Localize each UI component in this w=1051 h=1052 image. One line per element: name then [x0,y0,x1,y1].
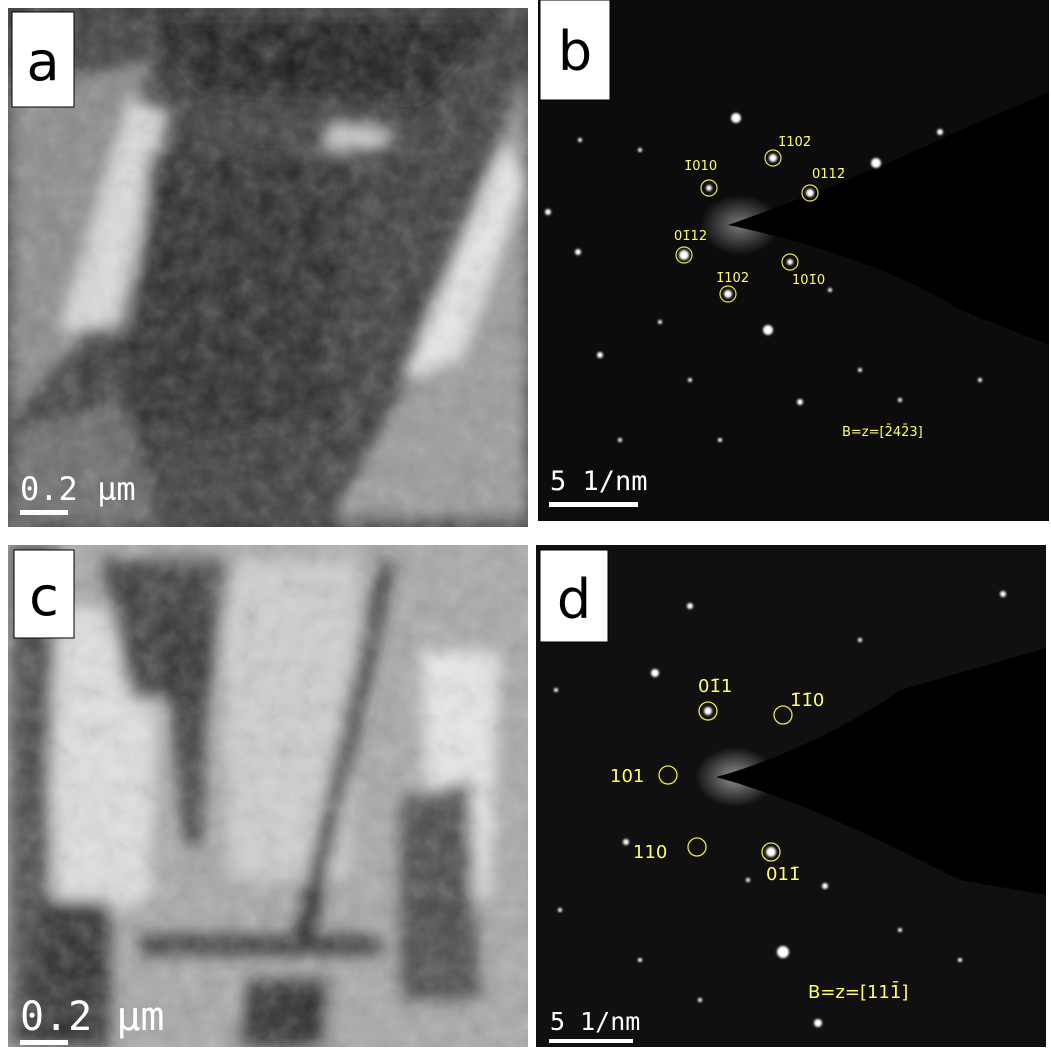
scale-bar-label: 0.2 µm [20,470,136,508]
spot-label: 101 [610,766,644,787]
spot-label: 0112̄ [812,167,845,182]
spot-label: 101̄0 [792,273,825,288]
scale-bar [20,1040,68,1045]
figure: a 0.2 µm 1̄102̄ 1̄010 0112̄ 01̄12 1̄102 … [0,0,1051,1052]
panel-label: c [29,565,59,628]
zone-axis: B=z=[111̄] [808,981,908,1003]
panel-a [8,8,528,527]
panel-c [8,545,528,1047]
spot-label: 01̄12 [674,229,707,244]
scale-bar-label: 0.2 µm [20,994,165,1040]
spot-label: 011̄ [766,864,800,885]
scale-bar-label: 5 1/nm [550,1007,640,1036]
panel-label: b [558,20,592,83]
spot-label: 1̄102 [716,271,749,286]
scale-bar [549,1039,633,1043]
panel-d: 01̄1 1̄1̄0 101 110 011̄ B=z=[111̄] [536,545,1046,1047]
zone-axis: B=z=[2̄42̄3] [842,425,923,440]
spot-label: 1̄102̄ [778,135,811,150]
spot-label: 110 [633,842,667,863]
spot-label: 1̄010 [684,159,717,174]
scale-bar-label: 5 1/nm [550,466,648,497]
scale-bar [20,510,68,515]
panel-label: a [26,30,59,93]
spot-label: 01̄1 [698,676,732,697]
scale-bar [549,502,638,507]
spot-label: 1̄1̄0 [790,690,824,711]
panel-b: 1̄102̄ 1̄010 0112̄ 01̄12 1̄102 101̄0 B=z… [538,0,1049,521]
panel-label: d [557,568,591,631]
